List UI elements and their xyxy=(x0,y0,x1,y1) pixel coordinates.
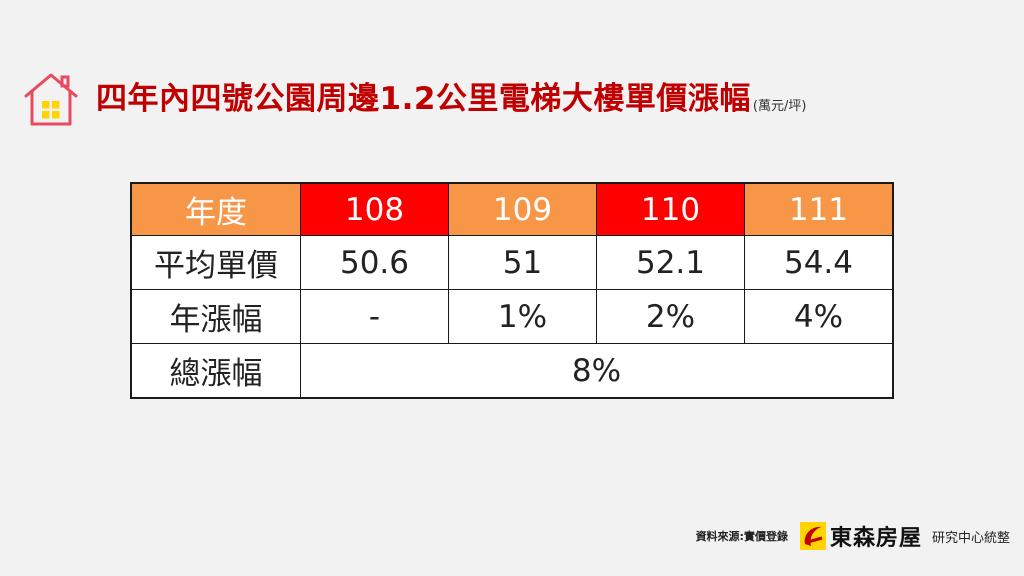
table-cell: 4% xyxy=(744,289,894,344)
brand-logo-icon xyxy=(799,522,826,550)
table-cell: 54.4 xyxy=(744,235,894,290)
unit-label: (萬元/坪) xyxy=(752,99,807,114)
price-table: 年度 108 109 110 111 平均單價 50.6 51 52.1 54.… xyxy=(130,182,894,399)
table-row: 平均單價 50.6 51 52.1 54.4 xyxy=(130,235,894,290)
total-growth-value: 8% xyxy=(300,343,894,399)
header-year-111: 111 xyxy=(744,182,894,236)
row-label-total-growth: 總漲幅 xyxy=(130,343,301,399)
table-cell: 2% xyxy=(596,289,745,344)
header-year-109: 109 xyxy=(448,182,597,236)
brand-name: 東森房屋 xyxy=(829,525,922,551)
research-center-label: 研究中心統整 xyxy=(931,530,1010,546)
table-cell: 50.6 xyxy=(300,235,449,290)
house-icon xyxy=(24,73,78,126)
data-source: 資料來源:實價登錄 xyxy=(695,530,788,543)
table-cell: 51 xyxy=(448,235,597,290)
header-year-110: 110 xyxy=(596,182,745,236)
row-label-annual-growth: 年漲幅 xyxy=(130,289,301,344)
header-year-label: 年度 xyxy=(130,182,301,236)
table-cell: 52.1 xyxy=(596,235,745,290)
table-row: 總漲幅 8% xyxy=(130,343,894,399)
table-header-row: 年度 108 109 110 111 xyxy=(130,182,894,236)
page-title: 四年內四號公園周邊1.2公里電梯大樓單價漲幅 xyxy=(96,81,751,117)
table-cell: 1% xyxy=(448,289,597,344)
title-row: 四年內四號公園周邊1.2公里電梯大樓單價漲幅 (萬元/坪) xyxy=(96,78,806,120)
table-cell: - xyxy=(300,289,449,344)
row-label-avg-price: 平均單價 xyxy=(130,235,301,290)
header-year-108: 108 xyxy=(300,182,449,236)
table-row: 年漲幅 - 1% 2% 4% xyxy=(130,289,894,344)
footer: 資料來源:實價登錄 東森房屋 研究中心統整 xyxy=(696,520,1010,552)
